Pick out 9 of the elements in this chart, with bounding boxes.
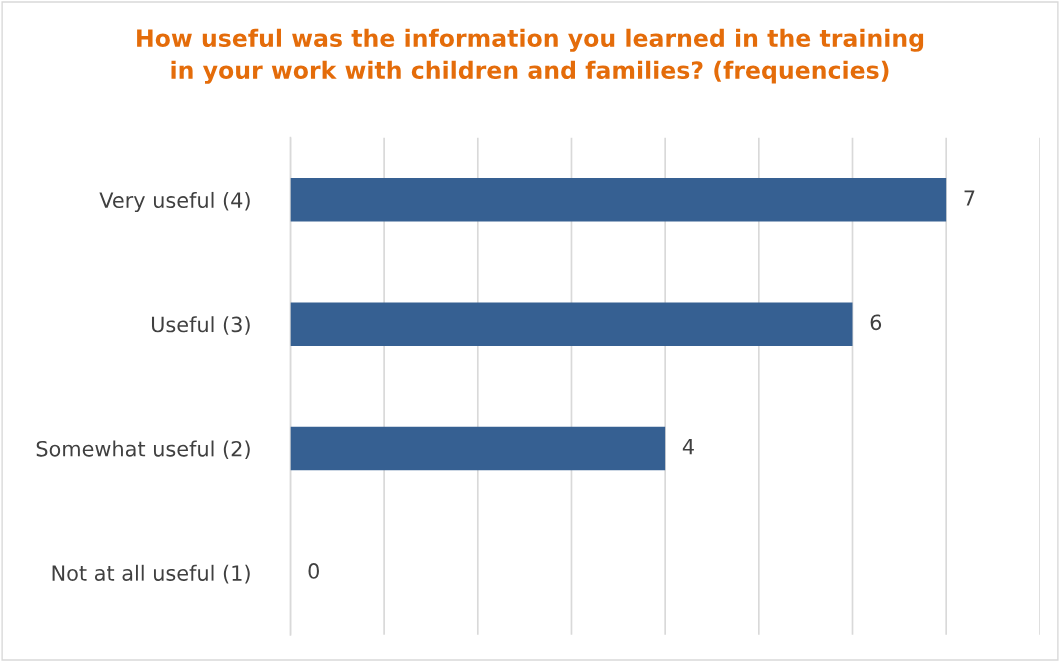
y-tick-label: Very useful (4) [99, 191, 250, 213]
y-tick-label: Somewhat useful (2) [36, 440, 250, 460]
data-label: 7 [964, 190, 975, 206]
y-tick-label: Not at all useful (1) [52, 564, 250, 584]
y-tick-label: Useful (3) [151, 316, 250, 335]
data-label: 0 [308, 563, 319, 579]
data-label: 6 [870, 314, 882, 331]
chart-title: How useful was the information you learned in the training in your work with children and families? (frequencies) [137, 28, 924, 84]
data-label: 4 [682, 438, 694, 455]
